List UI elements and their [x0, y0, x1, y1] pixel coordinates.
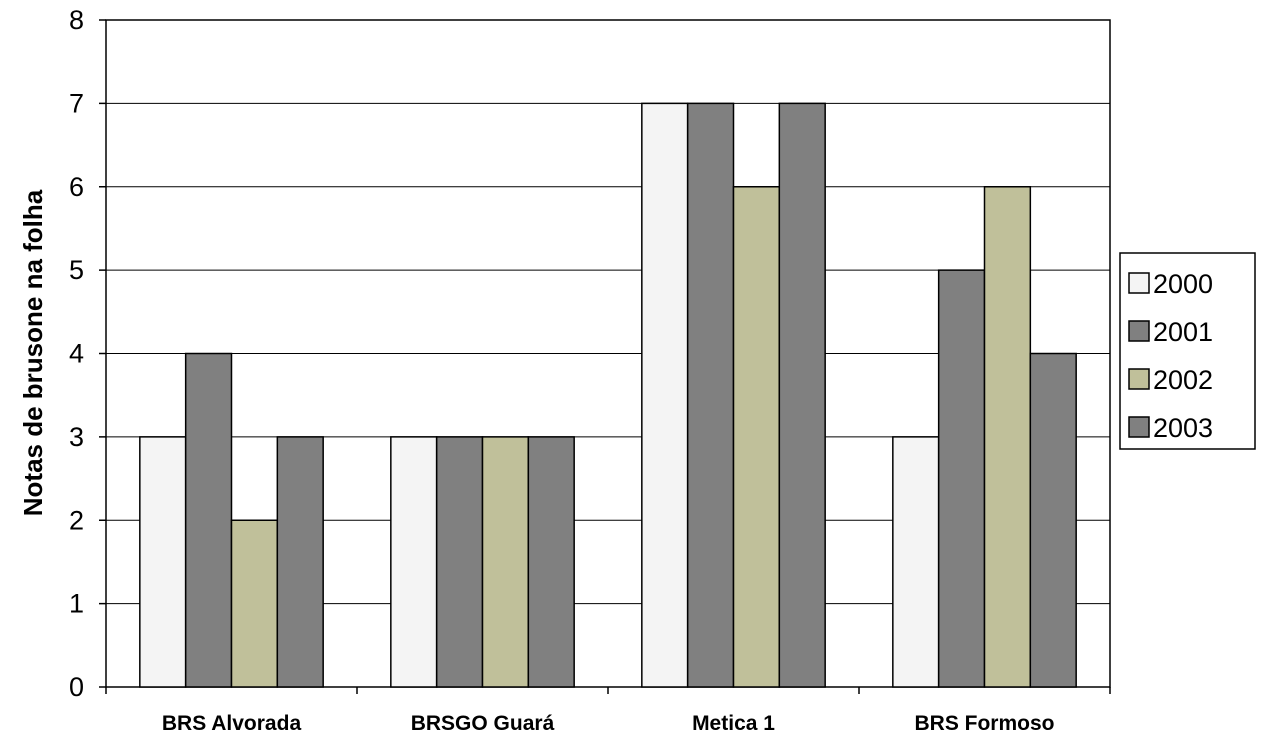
- y-tick-label: 4: [69, 339, 84, 369]
- y-axis-label: Notas de brusone na folha: [18, 189, 48, 516]
- bars: [139, 102, 1077, 688]
- y-tick-label: 0: [69, 672, 84, 702]
- bar-2001: [184, 352, 233, 688]
- y-tick-label: 2: [69, 505, 84, 535]
- bar-2002: [983, 186, 1032, 688]
- axes: 0 1 2 3 4 5 6 7 8 BRS Alvorada BRSGO Guará Metica 1…: [69, 5, 1111, 735]
- legend-swatch: [1128, 272, 1150, 294]
- bar-2003: [778, 102, 826, 688]
- bar-2002: [732, 186, 781, 688]
- bar-2000: [892, 436, 940, 688]
- legend: 2000 2001 2002 2003: [1119, 252, 1256, 450]
- bar-2003: [1029, 352, 1077, 688]
- bar-2003: [276, 436, 324, 688]
- bar-2000: [139, 436, 187, 688]
- bar-2003: [527, 436, 575, 688]
- legend-swatch: [1128, 416, 1150, 438]
- y-tick-label: 5: [69, 255, 84, 285]
- bar-2002: [230, 519, 279, 688]
- y-tick-label: 8: [69, 5, 84, 35]
- legend-label: 2000: [1153, 269, 1213, 299]
- bar-2000: [390, 436, 438, 688]
- legend-swatch: [1128, 320, 1150, 342]
- x-category-label: Metica 1: [692, 712, 775, 735]
- y-tick-label: 3: [69, 422, 84, 452]
- y-tick-label: 7: [69, 88, 84, 118]
- x-category-label: BRS Alvorada: [162, 712, 302, 735]
- y-tick-label: 6: [69, 172, 84, 202]
- bar-2002: [481, 436, 530, 688]
- legend-label: 2003: [1153, 413, 1213, 443]
- bar-2001: [937, 269, 986, 688]
- bar-2000: [641, 102, 689, 688]
- x-category-label: BRSGO Guará: [411, 712, 555, 735]
- x-category-label: BRS Formoso: [914, 712, 1054, 735]
- legend-swatch: [1128, 368, 1150, 390]
- legend-label: 2001: [1153, 317, 1213, 347]
- legend-label: 2002: [1153, 365, 1213, 395]
- bar-2001: [686, 102, 735, 688]
- bar-2001: [435, 436, 484, 688]
- y-tick-label: 1: [69, 589, 84, 619]
